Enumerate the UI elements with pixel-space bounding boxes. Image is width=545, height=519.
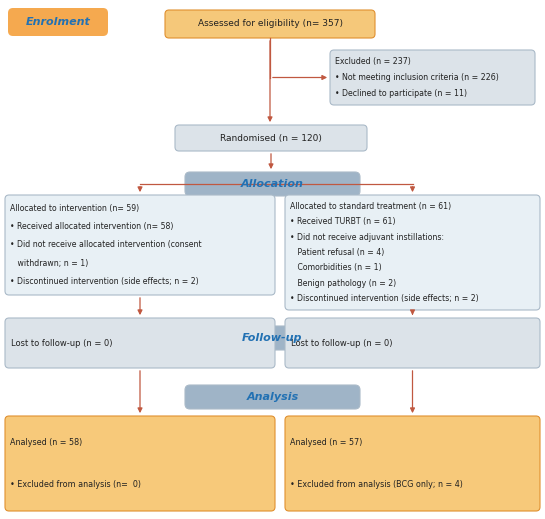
Text: Excluded (n = 237): Excluded (n = 237) [335, 57, 411, 66]
Text: Assessed for eligibility (n= 357): Assessed for eligibility (n= 357) [197, 20, 342, 29]
Text: • Excluded from analysis (n=  0): • Excluded from analysis (n= 0) [10, 480, 141, 489]
Text: Lost to follow-up (n = 0): Lost to follow-up (n = 0) [11, 338, 112, 348]
Text: • Did not receive adjuvant instillations:: • Did not receive adjuvant instillations… [290, 233, 444, 242]
Text: • Declined to participate (n = 11): • Declined to participate (n = 11) [335, 89, 467, 98]
FancyBboxPatch shape [285, 318, 540, 368]
FancyBboxPatch shape [5, 195, 275, 295]
FancyBboxPatch shape [8, 8, 108, 36]
Text: • Discontinued intervention (side effects; n = 2): • Discontinued intervention (side effect… [290, 294, 479, 303]
Text: • Not meeting inclusion criteria (n = 226): • Not meeting inclusion criteria (n = 22… [335, 73, 499, 82]
Text: • Received TURBT (n = 61): • Received TURBT (n = 61) [290, 217, 396, 226]
Text: Analysis: Analysis [246, 392, 299, 402]
Text: Patient refusal (n = 4): Patient refusal (n = 4) [290, 248, 384, 257]
Text: Analysed (n = 57): Analysed (n = 57) [290, 438, 362, 447]
FancyBboxPatch shape [5, 318, 275, 368]
Text: Analysed (n = 58): Analysed (n = 58) [10, 438, 82, 447]
FancyBboxPatch shape [5, 416, 275, 511]
Text: Benign pathology (n = 2): Benign pathology (n = 2) [290, 279, 396, 288]
FancyBboxPatch shape [330, 50, 535, 105]
FancyBboxPatch shape [285, 195, 540, 310]
FancyBboxPatch shape [185, 172, 360, 196]
Text: Allocated to intervention (n= 59): Allocated to intervention (n= 59) [10, 203, 139, 213]
Text: Follow-up: Follow-up [242, 333, 303, 343]
Text: Comorbidities (n = 1): Comorbidities (n = 1) [290, 263, 381, 272]
Text: Allocated to standard treatment (n = 61): Allocated to standard treatment (n = 61) [290, 202, 451, 211]
FancyBboxPatch shape [185, 326, 360, 350]
Text: Enrolment: Enrolment [26, 17, 90, 27]
Text: • Received allocated intervention (n= 58): • Received allocated intervention (n= 58… [10, 222, 173, 231]
FancyBboxPatch shape [175, 125, 367, 151]
FancyBboxPatch shape [285, 416, 540, 511]
Text: • Discontinued intervention (side effects; n = 2): • Discontinued intervention (side effect… [10, 277, 198, 286]
Text: • Did not receive allocated intervention (consent: • Did not receive allocated intervention… [10, 240, 202, 250]
Text: Randomised (n = 120): Randomised (n = 120) [220, 133, 322, 143]
FancyBboxPatch shape [165, 10, 375, 38]
Text: withdrawn; n = 1): withdrawn; n = 1) [10, 259, 88, 268]
FancyBboxPatch shape [185, 385, 360, 409]
Text: Allocation: Allocation [241, 179, 304, 189]
Text: Lost to follow-up (n = 0): Lost to follow-up (n = 0) [291, 338, 392, 348]
Text: • Excluded from analysis (BCG only; n = 4): • Excluded from analysis (BCG only; n = … [290, 480, 463, 489]
